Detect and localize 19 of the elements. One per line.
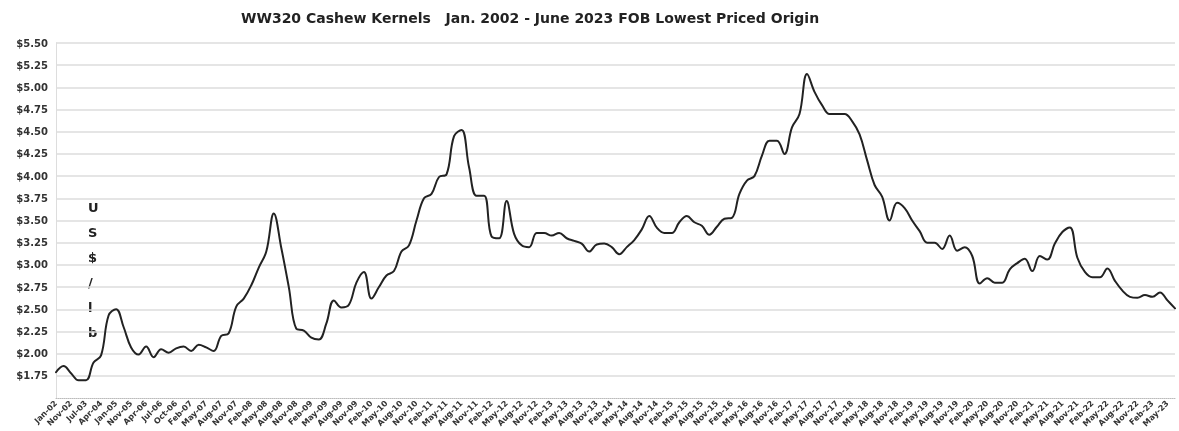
y-tick-label: $3.25 [16, 237, 49, 249]
y-tick-label: $4.50 [16, 126, 49, 138]
y-tick-label: $5.50 [16, 37, 49, 49]
y-tick-label: $4.25 [16, 148, 49, 160]
y-axis-title: US$/lb [88, 200, 99, 340]
line-series [55, 73, 1176, 382]
y-tick-label: $4.75 [16, 104, 49, 116]
y-tick-label: $5.25 [16, 59, 49, 71]
y-tick-label: $2.00 [16, 348, 49, 360]
y-tick-label: $3.75 [16, 192, 49, 204]
y-tick-label: $5.00 [16, 81, 49, 93]
y-tick-label: $2.25 [16, 325, 49, 337]
chart-title: WW320 Cashew Kernels Jan. 2002 - June 2023 FOB Lowest Priced Origin [241, 10, 820, 26]
y-tick-label: $2.75 [16, 281, 49, 293]
y-tick-label: $2.50 [16, 303, 49, 315]
y-tick-label: $1.75 [16, 370, 49, 382]
y-tick-label: $3.00 [16, 259, 49, 271]
y-tick-label: $3.50 [16, 215, 49, 226]
y-tick-label: $4.00 [16, 170, 49, 182]
